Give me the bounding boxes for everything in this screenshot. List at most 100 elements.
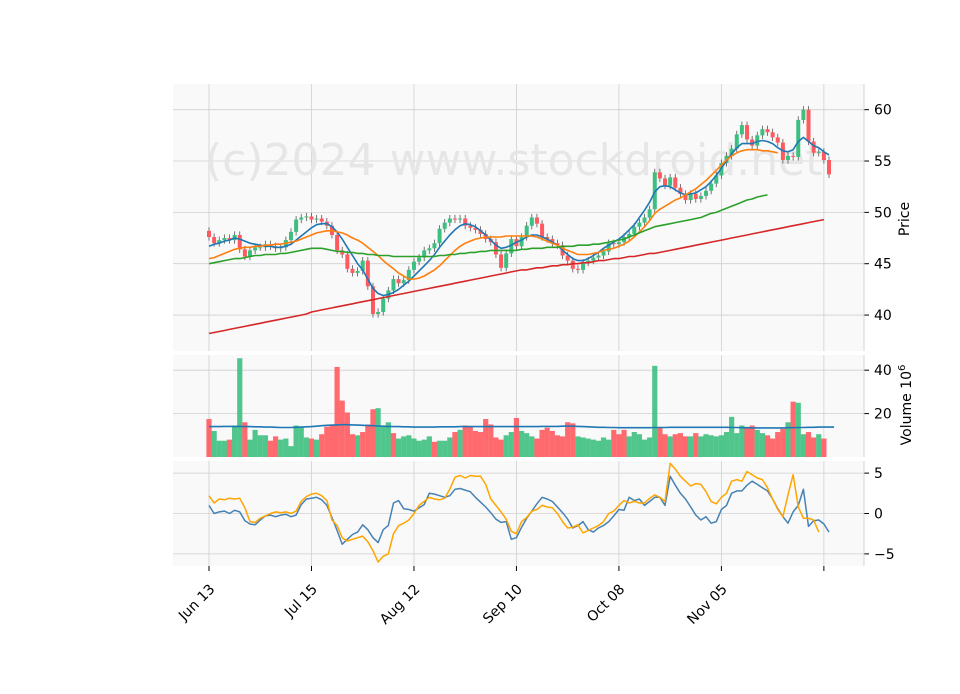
volume-bar — [534, 438, 540, 457]
volume-bar — [488, 424, 494, 457]
candle-body — [529, 217, 534, 226]
candle-body — [601, 251, 606, 256]
candle-body — [350, 268, 355, 273]
volume-bar — [708, 435, 714, 457]
volume-bar — [283, 438, 289, 457]
volume-bar — [595, 440, 602, 457]
candle-body — [534, 217, 539, 224]
volume-bar — [739, 425, 745, 457]
volume-bar — [360, 432, 366, 457]
candle-body — [540, 223, 545, 238]
candle-body — [299, 217, 304, 220]
volume-axis-label: Volume 106 — [897, 365, 915, 446]
candle-body — [381, 298, 386, 312]
volume-bar — [759, 433, 765, 457]
volume-bar — [288, 446, 294, 457]
candle-body — [570, 260, 575, 269]
volume-bar — [329, 425, 335, 457]
volume-bar — [406, 435, 412, 457]
candle-body — [760, 129, 765, 136]
macd-y-tick-label: 5 — [874, 466, 883, 482]
candle-body — [739, 125, 744, 135]
volume-bar — [641, 439, 648, 457]
volume-bar — [580, 437, 586, 457]
candle-body — [355, 270, 360, 273]
volume-bar — [472, 430, 479, 457]
volume-bar — [544, 427, 550, 457]
candle-body — [555, 243, 560, 246]
candle-body — [821, 151, 826, 160]
candle-body — [704, 190, 709, 196]
x-tick-label: Sep 10 — [480, 581, 526, 627]
candle-body — [242, 249, 247, 257]
candle-body — [212, 237, 217, 244]
volume-bar — [790, 401, 796, 457]
volume-bar — [611, 429, 617, 457]
candle-body — [237, 234, 242, 250]
candle-body — [247, 250, 252, 257]
volume-bar — [667, 436, 673, 457]
candle-body — [335, 234, 340, 251]
volume-bar — [457, 429, 463, 457]
candle-body — [627, 233, 632, 238]
volume-bar — [237, 358, 243, 457]
volume-bar — [447, 437, 453, 457]
volume-bar — [703, 434, 709, 457]
candle-body — [642, 217, 647, 223]
candle-body — [417, 257, 422, 262]
volume-bar — [493, 437, 499, 457]
candle-body — [678, 187, 683, 194]
volume-bar — [467, 426, 473, 457]
candle-body — [437, 228, 442, 244]
x-tick-label: Nov 05 — [684, 581, 730, 627]
volume-bar — [575, 436, 581, 457]
volume-bar — [647, 437, 653, 457]
volume-bar — [585, 438, 591, 457]
volume-bar — [273, 436, 279, 457]
volume-bar — [242, 422, 248, 457]
candle-body — [227, 238, 232, 241]
volume-bar — [314, 439, 320, 457]
volume-bar — [805, 432, 812, 457]
candle-body — [309, 216, 314, 220]
volume-bar — [365, 424, 371, 457]
volume-bar — [498, 439, 504, 457]
candle-body — [422, 250, 427, 258]
candle-body — [376, 311, 381, 315]
volume-bar — [518, 430, 525, 457]
volume-bar — [339, 400, 345, 457]
volume-bar — [754, 429, 760, 457]
x-tick-label: Oct 08 — [584, 581, 628, 625]
volume-bar — [636, 434, 643, 457]
volume-bar — [334, 366, 340, 457]
volume-bar — [370, 409, 376, 457]
candle-body — [816, 151, 821, 153]
volume-bar — [442, 440, 448, 457]
macd-line-macd — [208, 475, 830, 545]
volume-bar — [744, 427, 750, 457]
candle-body — [581, 262, 586, 270]
candle-body — [340, 250, 345, 255]
volume-bar — [529, 436, 535, 457]
volume-bar — [626, 436, 632, 457]
macd-y-tick-label: −5 — [874, 547, 895, 563]
volume-bar — [729, 416, 735, 457]
volume-bar — [539, 429, 545, 457]
price-y-tick-label: 40 — [874, 308, 892, 324]
volume-bar — [795, 402, 801, 457]
candle-body — [442, 222, 447, 229]
volume-bar — [221, 440, 227, 457]
volume-bar — [401, 436, 407, 457]
volume-bar — [672, 434, 678, 457]
volume-bar — [785, 422, 791, 457]
candle-body — [586, 260, 591, 263]
volume-bar — [267, 440, 274, 457]
candle-body — [698, 195, 703, 200]
candle-body — [688, 193, 693, 201]
candle-body — [345, 254, 350, 269]
moving-average-line-ma_mid — [208, 148, 778, 280]
volume-bar — [616, 434, 622, 457]
volume-bar — [477, 432, 484, 457]
candle-body — [468, 225, 473, 228]
macd-panel — [208, 462, 830, 563]
